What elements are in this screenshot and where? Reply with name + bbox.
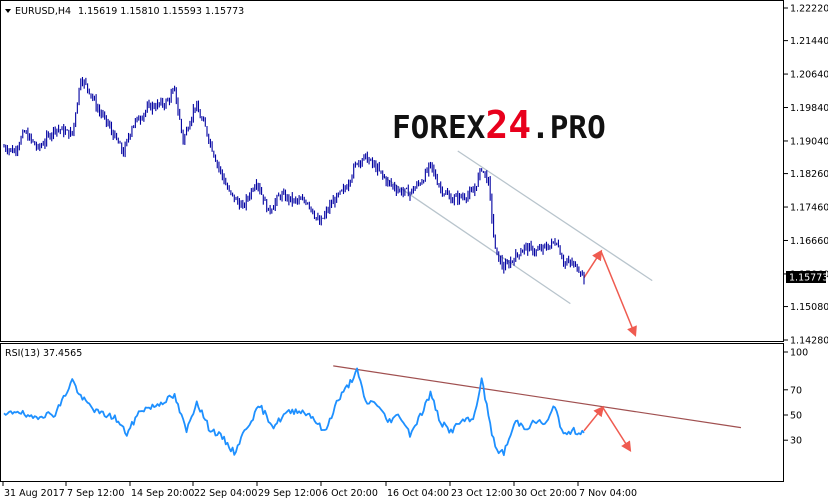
price-y-tick-label: 1.19840 xyxy=(790,103,828,114)
last-price-marker: 1.15773 xyxy=(789,273,828,284)
x-tick-label: 7 Sep 12:00 xyxy=(67,488,124,499)
watermark-suffix: .PRO xyxy=(531,110,606,146)
price-y-tick-label: 1.15080 xyxy=(790,302,828,313)
x-tick-label: 30 Oct 20:00 xyxy=(515,488,577,499)
price-y-tick-label: 1.19040 xyxy=(790,136,828,147)
channel-upper-line[interactable] xyxy=(457,150,653,282)
price-panel-ohlc: 1.15619 1.15810 1.15593 1.15773 xyxy=(78,6,244,17)
price-y-tick-label: 1.17460 xyxy=(790,203,828,214)
x-tick-label: 7 Nov 04:00 xyxy=(579,488,637,499)
watermark-prefix: FOREX xyxy=(392,110,486,146)
x-tick-label: 22 Sep 04:00 xyxy=(194,488,257,499)
channel-lower-line[interactable] xyxy=(382,175,571,305)
price-panel-title: EURUSD,H4 xyxy=(15,6,71,17)
rsi-trendline[interactable] xyxy=(333,365,742,429)
last-price-marker-bg xyxy=(786,271,826,283)
rsi-y-tick-label: 50 xyxy=(790,411,802,422)
rsi-y-tick-label: 30 xyxy=(790,436,802,447)
price-y-tick-label: 1.20640 xyxy=(790,70,828,81)
price-y-tick-label: 1.22220 xyxy=(790,4,828,15)
x-tick-label: 14 Sep 20:00 xyxy=(131,488,194,499)
rsi-line-group xyxy=(3,367,585,457)
rsi-y-tick-label: 70 xyxy=(790,385,802,396)
time-x-axis: 31 Aug 2017 7 Sep 12:00 14 Sep 20:00 22 Sep… xyxy=(2,482,637,499)
x-tick-label: 6 Oct 20:00 xyxy=(322,488,378,499)
price-y-tick-label: 1.16660 xyxy=(790,236,828,247)
rsi-panel-title: RSI(13) 37.4565 xyxy=(5,348,82,359)
price-panel-frame xyxy=(0,0,784,342)
price-drawings xyxy=(382,150,653,337)
price-projection-arrow[interactable] xyxy=(583,249,603,279)
rsi-y-tick-label: 100 xyxy=(790,348,808,359)
price-y-tick-label: 1.21440 xyxy=(790,36,828,47)
rsi-line xyxy=(3,367,585,457)
watermark-logo: FOREX24.PRO xyxy=(392,103,606,147)
rsi-projection-arrow[interactable] xyxy=(583,405,605,432)
price-candles xyxy=(3,76,585,285)
x-tick-label: 29 Sep 12:00 xyxy=(258,488,321,499)
chevron-down-icon[interactable] xyxy=(5,9,11,13)
price-projection-arrow[interactable] xyxy=(600,251,637,337)
price-y-axis: 1.22220 1.21440 1.20640 1.19840 1.19040 1.182… xyxy=(784,4,828,347)
x-tick-label: 23 Oct 12:00 xyxy=(451,488,513,499)
rsi-projection-arrow[interactable] xyxy=(602,407,632,453)
rsi-y-axis: 100 70 50 30 xyxy=(784,348,808,447)
rsi-panel-frame xyxy=(0,343,784,482)
rsi-drawings xyxy=(333,365,742,453)
x-tick-label: 16 Oct 04:00 xyxy=(387,488,449,499)
price-y-tick-label: 1.14280 xyxy=(790,336,828,347)
watermark-accent: 24 xyxy=(485,103,531,147)
price-y-tick-label: 1.18260 xyxy=(790,169,828,180)
x-tick-label: 31 Aug 2017 xyxy=(4,488,65,499)
